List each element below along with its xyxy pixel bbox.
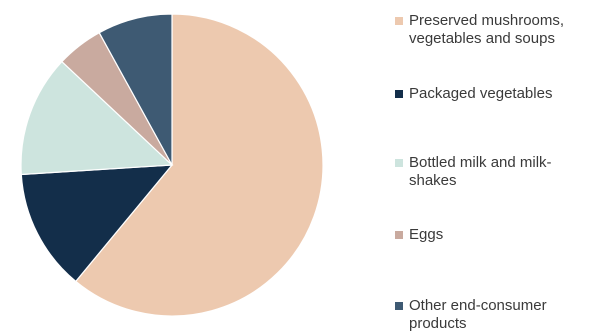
legend-swatch (395, 90, 403, 98)
legend-item-2: Bottled milk and milk-shakes (395, 154, 590, 190)
pie-chart-plot (20, 13, 324, 317)
legend-item-4: Other end-consumer products (395, 297, 590, 333)
pie-slice-1 (20, 164, 174, 283)
legend-label: Packaged vegetables (409, 85, 553, 102)
legend-item-3: Eggs (395, 226, 590, 244)
legend-label: Preserved mushrooms, vegetables and soup… (409, 12, 565, 47)
legend-item-1: Packaged vegetables (395, 85, 590, 103)
legend-label: Eggs (409, 226, 444, 243)
legend-label: Bottled milk and milk-shakes (409, 154, 552, 189)
legend-swatch (395, 231, 403, 239)
legend-item-0: Preserved mushrooms, vegetables and soup… (395, 12, 590, 48)
pie-slice-2 (20, 60, 174, 176)
legend-swatch (395, 17, 403, 25)
pie-slice-0 (74, 13, 324, 317)
legend-label: Other end-consumer products (409, 297, 547, 332)
pie-slice-4 (98, 13, 173, 166)
legend-swatch (395, 302, 403, 310)
legend-swatch (395, 159, 403, 167)
